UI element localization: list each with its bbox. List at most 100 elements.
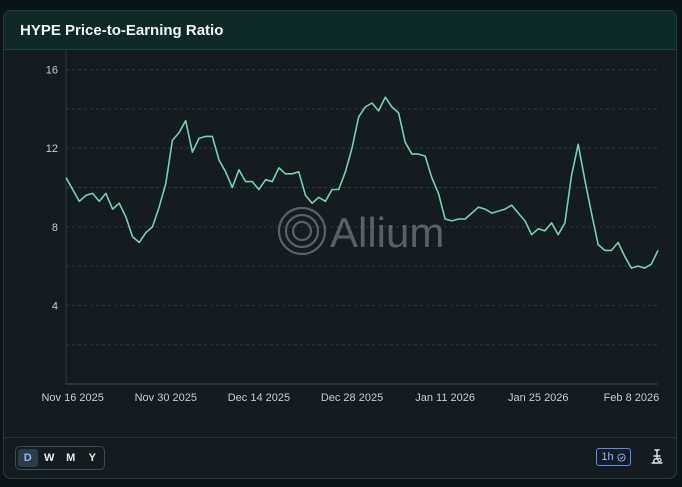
data-point[interactable]: [542, 228, 548, 234]
data-point[interactable]: [149, 224, 155, 230]
data-point[interactable]: [189, 149, 195, 155]
range-button-d[interactable]: D: [18, 449, 38, 467]
data-point[interactable]: [449, 218, 455, 224]
data-point[interactable]: [628, 265, 634, 271]
data-point[interactable]: [63, 175, 69, 181]
data-point[interactable]: [522, 218, 528, 224]
data-point[interactable]: [642, 265, 648, 271]
data-point[interactable]: [608, 247, 614, 253]
microscope-icon[interactable]: [647, 447, 667, 467]
data-point[interactable]: [169, 137, 175, 143]
data-point[interactable]: [223, 169, 229, 175]
data-point[interactable]: [123, 214, 129, 220]
data-point[interactable]: [389, 104, 395, 110]
y-tick-label: 4: [52, 300, 58, 312]
data-point[interactable]: [489, 210, 495, 216]
data-point[interactable]: [90, 190, 96, 196]
data-point[interactable]: [429, 175, 435, 181]
data-point[interactable]: [130, 234, 136, 240]
data-point[interactable]: [329, 186, 335, 192]
data-point[interactable]: [269, 179, 275, 185]
data-point[interactable]: [349, 145, 355, 151]
data-point[interactable]: [535, 226, 541, 232]
data-point[interactable]: [316, 194, 322, 200]
data-point[interactable]: [362, 104, 368, 110]
data-point[interactable]: [322, 198, 328, 204]
data-point[interactable]: [143, 230, 149, 236]
data-point[interactable]: [569, 173, 575, 179]
data-point[interactable]: [502, 206, 508, 212]
data-point[interactable]: [176, 130, 182, 136]
data-point[interactable]: [196, 135, 202, 141]
data-point[interactable]: [575, 141, 581, 147]
data-point[interactable]: [555, 232, 561, 238]
data-point[interactable]: [509, 202, 515, 208]
data-point[interactable]: [103, 190, 109, 196]
data-point[interactable]: [229, 185, 235, 191]
data-point[interactable]: [382, 94, 388, 100]
data-point[interactable]: [243, 179, 249, 185]
data-point[interactable]: [515, 210, 521, 216]
data-point[interactable]: [615, 240, 621, 246]
data-point[interactable]: [256, 186, 262, 192]
data-point[interactable]: [309, 200, 315, 206]
data-point[interactable]: [263, 177, 269, 183]
data-point[interactable]: [216, 157, 222, 163]
x-tick-label: Jan 25 2026: [508, 392, 569, 404]
data-point[interactable]: [602, 247, 608, 253]
data-point[interactable]: [296, 169, 302, 175]
data-point[interactable]: [336, 186, 342, 192]
data-point[interactable]: [249, 179, 255, 185]
range-button-y[interactable]: Y: [88, 452, 96, 464]
data-point[interactable]: [482, 206, 488, 212]
data-point[interactable]: [70, 186, 76, 192]
data-point[interactable]: [409, 151, 415, 157]
data-point[interactable]: [588, 210, 594, 216]
data-point[interactable]: [396, 110, 402, 116]
data-point[interactable]: [416, 151, 422, 157]
data-point[interactable]: [635, 263, 641, 269]
data-point[interactable]: [529, 232, 535, 238]
data-point[interactable]: [156, 204, 162, 210]
data-point[interactable]: [96, 198, 102, 204]
data-point[interactable]: [302, 192, 308, 198]
data-point[interactable]: [462, 216, 468, 222]
data-point[interactable]: [402, 139, 408, 145]
data-point[interactable]: [495, 208, 501, 214]
data-point[interactable]: [549, 220, 555, 226]
data-point[interactable]: [595, 242, 601, 248]
data-point[interactable]: [469, 210, 475, 216]
data-point[interactable]: [276, 165, 282, 171]
data-point[interactable]: [203, 133, 209, 139]
data-point[interactable]: [163, 181, 169, 187]
range-button-m[interactable]: M: [66, 452, 76, 464]
range-button-w[interactable]: W: [44, 452, 55, 464]
series-line[interactable]: [65, 96, 659, 269]
data-point[interactable]: [183, 118, 189, 124]
data-point[interactable]: [655, 247, 661, 253]
data-point[interactable]: [342, 169, 348, 175]
data-point[interactable]: [455, 216, 461, 222]
data-point[interactable]: [236, 167, 242, 173]
data-point[interactable]: [209, 133, 215, 139]
data-point[interactable]: [136, 240, 142, 246]
data-point[interactable]: [76, 198, 82, 204]
data-point[interactable]: [622, 253, 628, 259]
data-point[interactable]: [369, 100, 375, 106]
data-point[interactable]: [376, 108, 382, 114]
data-point[interactable]: [283, 171, 289, 177]
data-point[interactable]: [475, 204, 481, 210]
line-chart[interactable]: Allium 4 8 12 16 Nov 16 2025 Nov 30 2025 Dec …: [4, 50, 676, 438]
data-point[interactable]: [116, 200, 122, 206]
data-point[interactable]: [422, 153, 428, 159]
interval-button[interactable]: 1h: [596, 448, 631, 466]
data-point[interactable]: [582, 177, 588, 183]
data-point[interactable]: [442, 216, 448, 222]
data-point[interactable]: [435, 190, 441, 196]
data-point[interactable]: [110, 206, 116, 212]
data-point[interactable]: [83, 192, 89, 198]
data-point[interactable]: [648, 261, 654, 267]
data-point[interactable]: [356, 114, 362, 120]
data-point[interactable]: [562, 220, 568, 226]
data-point[interactable]: [289, 171, 295, 177]
